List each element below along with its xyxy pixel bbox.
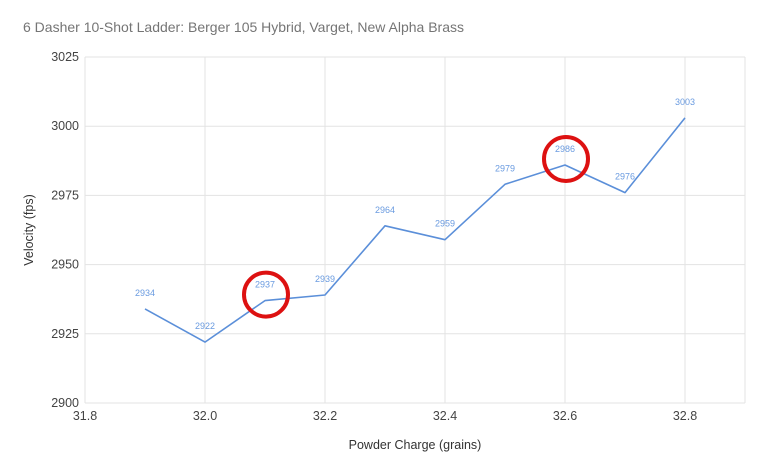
x-tick-label: 32.0 <box>193 409 217 423</box>
chart-title: 6 Dasher 10-Shot Ladder: Berger 105 Hybr… <box>23 19 464 35</box>
y-axis-ticks: 2900 2925 2950 2975 3000 3025 <box>51 50 79 410</box>
y-tick-label: 2975 <box>51 188 79 202</box>
x-tick-label: 32.8 <box>673 409 697 423</box>
data-label: 2937 <box>255 280 275 290</box>
y-tick-label: 2950 <box>51 258 79 272</box>
y-tick-label: 3000 <box>51 119 79 133</box>
annotation-circles <box>242 134 590 319</box>
velocity-series-line <box>144 117 686 343</box>
data-labels: 2934 2922 2937 2939 2964 2959 2979 2986 2976 3003 <box>135 97 695 331</box>
data-label: 2976 <box>615 172 635 182</box>
x-tick-label: 32.4 <box>433 409 457 423</box>
data-label: 2964 <box>375 205 395 215</box>
data-label: 2986 <box>555 144 575 154</box>
x-tick-label: 32.2 <box>313 409 337 423</box>
data-label: 2922 <box>195 321 215 331</box>
y-tick-label: 2900 <box>51 396 79 410</box>
y-tick-label: 2925 <box>51 327 79 341</box>
data-label: 2934 <box>135 288 155 298</box>
highlight-circle <box>542 134 590 183</box>
data-label: 3003 <box>675 97 695 107</box>
x-tick-label: 31.8 <box>73 409 97 423</box>
x-tick-label: 32.6 <box>553 409 577 423</box>
highlight-circle <box>242 270 290 319</box>
x-axis-label: Powder Charge (grains) <box>349 438 482 452</box>
x-axis-ticks: 31.8 32.0 32.2 32.4 32.6 32.8 <box>73 409 697 423</box>
data-label: 2979 <box>495 163 515 173</box>
y-axis-label: Velocity (fps) <box>22 194 36 266</box>
data-label: 2959 <box>435 219 455 229</box>
data-label: 2939 <box>315 274 335 284</box>
gridlines <box>84 56 746 404</box>
y-tick-label: 3025 <box>51 50 79 64</box>
